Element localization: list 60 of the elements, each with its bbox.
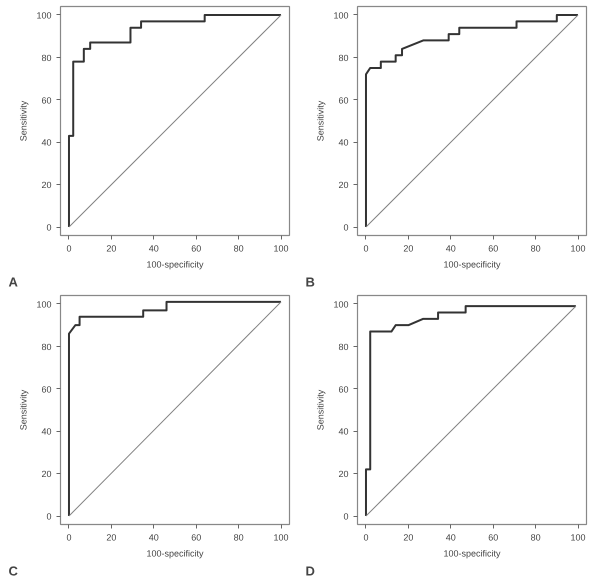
text: D <box>306 564 315 578</box>
y-tick-label: 60 <box>41 384 52 394</box>
y-tick-label: 20 <box>41 180 52 190</box>
x-tick-label: 20 <box>403 244 414 254</box>
y-axis-title: Sensitivity <box>315 100 326 142</box>
y-tick-label: 0 <box>46 512 52 522</box>
y-tick-label: 100 <box>36 10 52 20</box>
y-tick-label: 80 <box>338 342 349 352</box>
x-tick-label: 80 <box>234 244 244 254</box>
x-tick-label: 100 <box>274 532 289 542</box>
y-tick-label: 60 <box>338 95 349 106</box>
x-axis-title: 100-specificity <box>146 260 204 270</box>
x-tick-label: 20 <box>106 244 116 254</box>
y-tick-label: 0 <box>46 222 52 233</box>
y-tick-label: 40 <box>41 138 52 148</box>
x-tick-label: 40 <box>148 532 159 542</box>
x-tick-label: 80 <box>530 532 541 542</box>
y-tick-label: 100 <box>333 10 349 20</box>
text: B <box>306 274 315 290</box>
x-tick-label: 60 <box>191 532 202 542</box>
x-tick-label: 20 <box>403 532 414 542</box>
y-tick-label: 0 <box>343 222 349 233</box>
y-tick-label: 0 <box>343 512 349 522</box>
y-tick-label: 80 <box>338 52 349 63</box>
y-tick-label: 40 <box>338 138 349 148</box>
x-tick-label: 40 <box>446 532 456 542</box>
x-tick-label: 60 <box>191 244 202 254</box>
y-tick-label: 60 <box>338 384 349 394</box>
text: C <box>8 564 18 578</box>
y-tick-label: 80 <box>41 52 52 63</box>
x-tick-label: 80 <box>234 532 244 542</box>
x-tick-label: 100 <box>274 244 289 254</box>
x-axis-title: 100-specificity <box>443 260 502 270</box>
y-axis-title: Sensitivity <box>18 389 28 430</box>
y-tick-label: 20 <box>338 469 349 480</box>
x-tick-label: 0 <box>363 532 368 542</box>
y-tick-label: 40 <box>338 426 349 437</box>
x-tick-label: 40 <box>148 244 159 254</box>
x-tick-label: 60 <box>488 532 498 542</box>
x-tick-label: 80 <box>530 244 541 254</box>
y-tick-label: 100 <box>36 299 52 310</box>
x-tick-label: 0 <box>363 244 368 254</box>
x-axis-title: 100-specificity <box>146 548 204 558</box>
y-tick-label: 80 <box>41 342 52 352</box>
x-tick-label: 0 <box>66 532 72 542</box>
x-tick-label: 100 <box>570 244 586 254</box>
text: A <box>8 274 18 290</box>
x-tick-label: 100 <box>570 532 586 542</box>
y-tick-label: 20 <box>41 469 52 480</box>
x-tick-label: 60 <box>488 244 498 254</box>
x-tick-label: 40 <box>446 244 456 254</box>
y-axis-title: Sensitivity <box>315 389 326 430</box>
y-tick-label: 100 <box>333 299 349 310</box>
x-tick-label: 0 <box>66 244 72 254</box>
y-tick-label: 20 <box>338 180 349 190</box>
x-axis-title: 100-specificity <box>443 548 502 558</box>
x-tick-label: 20 <box>106 532 116 542</box>
y-tick-label: 60 <box>41 95 52 106</box>
y-axis-title: Sensitivity <box>18 100 28 142</box>
y-tick-label: 40 <box>41 426 52 437</box>
